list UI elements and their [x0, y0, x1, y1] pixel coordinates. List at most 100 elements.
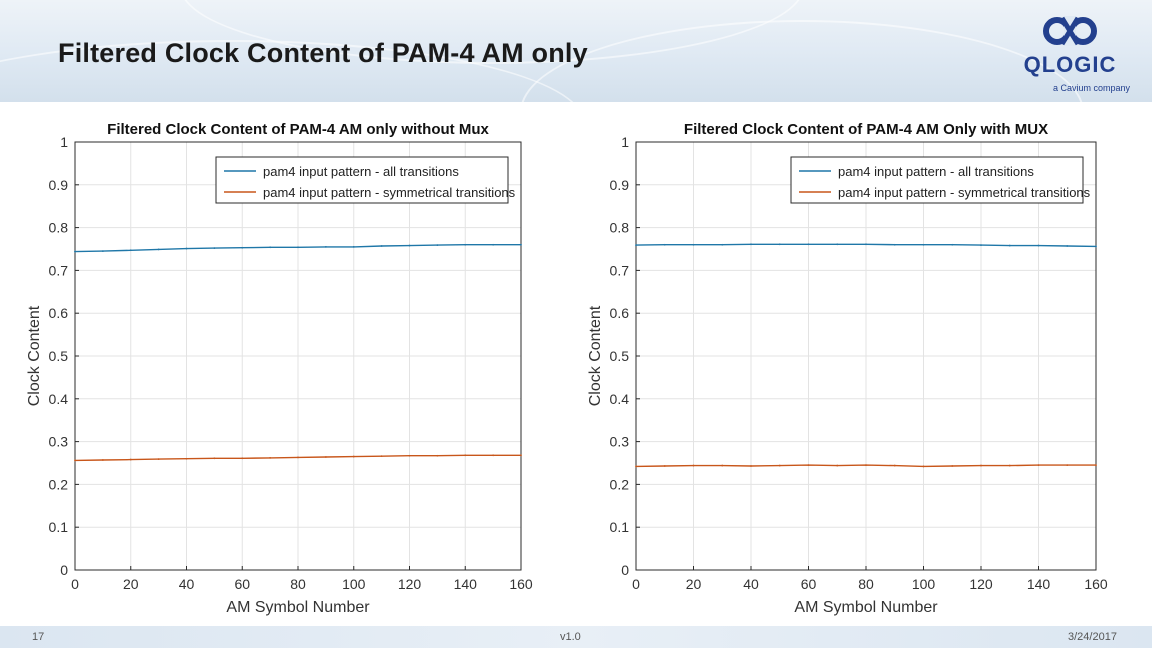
data-point-symmetrical-transitions — [297, 456, 299, 459]
x-tick-label: 80 — [858, 576, 874, 592]
x-tick-label: 40 — [179, 576, 195, 592]
x-tick-label: 80 — [290, 576, 306, 592]
y-tick-label: 0.5 — [49, 348, 69, 364]
y-tick-label: 1 — [621, 134, 629, 150]
x-axis-label: AM Symbol Number — [226, 599, 370, 616]
data-point-all-transitions — [692, 243, 695, 246]
y-tick-label: 0.5 — [610, 348, 630, 364]
data-point-symmetrical-transitions — [663, 465, 666, 467]
data-point-all-transitions — [865, 243, 867, 246]
y-tick-label: 0.4 — [610, 391, 630, 407]
page-number: 17 — [32, 631, 45, 643]
data-point-all-transitions — [269, 246, 272, 249]
y-tick-label: 0.3 — [49, 434, 69, 450]
data-point-all-transitions — [1066, 245, 1069, 247]
company-logo: QLOGIC a Cavium company — [1010, 14, 1140, 96]
data-point-symmetrical-transitions — [241, 457, 244, 460]
y-tick-label: 0.7 — [610, 262, 630, 278]
data-point-all-transitions — [1037, 244, 1040, 247]
data-point-all-transitions — [185, 247, 188, 250]
logo-wordmark: QLOGIC — [1023, 52, 1117, 77]
x-tick-label: 120 — [398, 576, 422, 592]
x-tick-label: 100 — [342, 576, 366, 592]
data-point-symmetrical-transitions — [408, 454, 411, 457]
data-point-all-transitions — [74, 250, 76, 253]
data-point-all-transitions — [408, 244, 411, 247]
x-tick-label: 160 — [509, 576, 533, 592]
x-tick-label: 100 — [912, 576, 936, 592]
x-tick-label: 60 — [234, 576, 250, 592]
slide-footer: 17 v1.0 3/24/2017 — [0, 626, 1152, 648]
y-axis-label: Clock Content — [26, 305, 43, 406]
data-point-symmetrical-transitions — [269, 456, 272, 459]
y-tick-label: 0 — [60, 562, 68, 578]
data-point-symmetrical-transitions — [635, 465, 637, 468]
data-point-all-transitions — [380, 245, 383, 247]
version-label: v1.0 — [560, 631, 581, 643]
data-point-all-transitions — [157, 248, 160, 251]
data-point-all-transitions — [750, 243, 752, 246]
data-point-all-transitions — [1008, 244, 1011, 247]
x-tick-label: 0 — [632, 576, 640, 592]
x-tick-label: 20 — [123, 576, 139, 592]
x-tick-label: 120 — [969, 576, 993, 592]
data-point-all-transitions — [352, 245, 355, 248]
data-point-all-transitions — [980, 244, 982, 247]
logo-tagline: a Cavium company — [1052, 83, 1130, 93]
data-point-symmetrical-transitions — [324, 456, 327, 458]
data-point-symmetrical-transitions — [807, 464, 810, 467]
data-point-all-transitions — [436, 244, 439, 247]
y-tick-label: 0.7 — [49, 262, 69, 278]
data-point-symmetrical-transitions — [520, 454, 522, 457]
x-tick-label: 20 — [686, 576, 702, 592]
y-tick-label: 0.8 — [49, 220, 69, 236]
y-tick-label: 0.9 — [49, 177, 69, 193]
data-point-all-transitions — [464, 243, 467, 246]
data-point-all-transitions — [663, 243, 666, 246]
data-point-all-transitions — [807, 243, 810, 246]
x-tick-label: 0 — [71, 576, 79, 592]
legend-label: pam4 input pattern - symmetrical transit… — [838, 185, 1091, 200]
data-point-all-transitions — [778, 243, 781, 246]
data-point-all-transitions — [836, 243, 839, 246]
data-point-all-transitions — [893, 243, 896, 246]
y-tick-label: 0.3 — [610, 434, 630, 450]
data-point-all-transitions — [101, 250, 104, 253]
data-point-all-transitions — [721, 243, 724, 246]
y-tick-label: 0.1 — [49, 519, 69, 535]
data-point-all-transitions — [241, 246, 244, 249]
chart-with-mux: 0 20 40 60 80 100 120 140 160 0 0.1 0.2 0.3 0.4 0.5 0.6… — [587, 121, 1108, 616]
y-tick-label: 1 — [60, 134, 68, 150]
date-label: 3/24/2017 — [1068, 631, 1117, 643]
data-point-symmetrical-transitions — [157, 458, 160, 461]
slide-header: Filtered Clock Content of PAM-4 AM only … — [0, 0, 1152, 102]
data-point-all-transitions — [492, 243, 495, 246]
data-point-symmetrical-transitions — [721, 464, 724, 467]
x-tick-label: 140 — [454, 576, 478, 592]
y-tick-label: 0.9 — [610, 177, 630, 193]
y-axis-label: Clock Content — [587, 305, 604, 406]
chart-title: Filtered Clock Content of PAM-4 AM Only … — [684, 121, 1048, 138]
data-point-all-transitions — [297, 246, 299, 249]
data-point-symmetrical-transitions — [101, 459, 104, 461]
data-point-all-transitions — [922, 243, 925, 246]
data-point-symmetrical-transitions — [380, 455, 383, 458]
slide-title: Filtered Clock Content of PAM-4 AM only — [58, 38, 588, 68]
data-point-symmetrical-transitions — [951, 465, 954, 467]
logo-mark-icon — [1043, 16, 1097, 46]
data-point-symmetrical-transitions — [464, 454, 467, 457]
y-tick-label: 0.6 — [610, 305, 630, 321]
x-axis-label: AM Symbol Number — [794, 599, 938, 616]
y-tick-label: 0.6 — [49, 305, 69, 321]
data-point-all-transitions — [324, 245, 327, 248]
data-point-all-transitions — [951, 243, 954, 246]
x-tick-label: 40 — [743, 576, 759, 592]
data-point-symmetrical-transitions — [74, 459, 76, 462]
data-point-symmetrical-transitions — [750, 465, 752, 467]
chart-title: Filtered Clock Content of PAM-4 AM only … — [107, 121, 489, 138]
legend-box — [790, 156, 1084, 204]
data-point-symmetrical-transitions — [980, 464, 982, 467]
data-point-all-transitions — [213, 247, 216, 250]
y-tick-label: 0.8 — [610, 220, 630, 236]
data-point-all-transitions — [520, 243, 522, 246]
